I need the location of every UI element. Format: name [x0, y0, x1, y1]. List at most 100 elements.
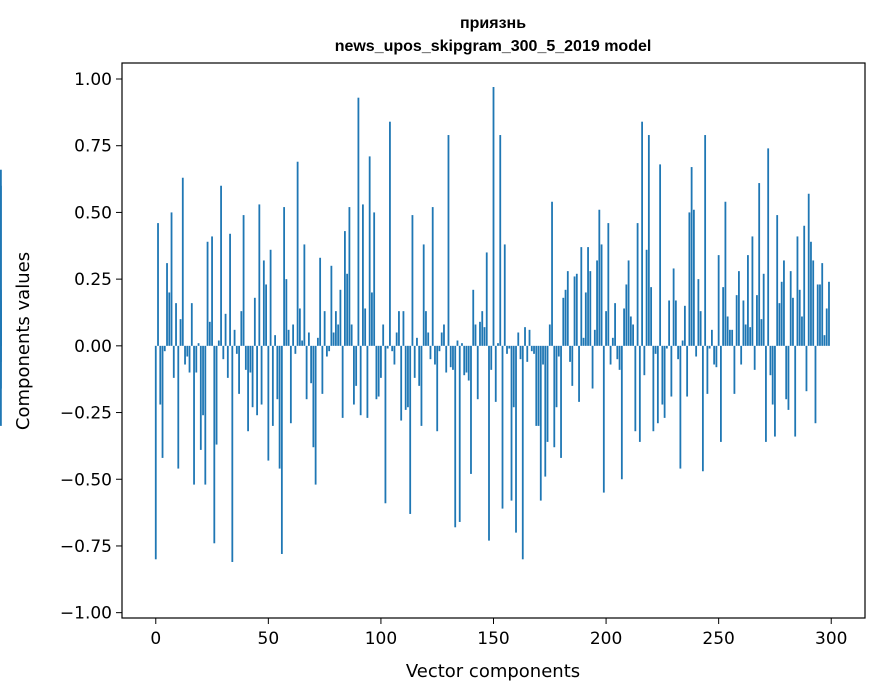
bar [402, 311, 405, 346]
bar [512, 345, 515, 408]
bar [819, 284, 821, 346]
bar [211, 236, 213, 346]
bar [247, 345, 249, 432]
bar [821, 263, 824, 346]
bar [738, 271, 740, 346]
bar [298, 308, 301, 346]
bar [762, 273, 765, 346]
bar [447, 135, 450, 346]
bar [551, 201, 553, 346]
x-tick-label: 0 [150, 629, 161, 649]
bar [382, 324, 385, 346]
y-tick-label: −1.00 [60, 604, 112, 624]
x-tick-label: 150 [477, 629, 509, 649]
bar [731, 329, 734, 346]
bar [344, 231, 346, 346]
bar [373, 212, 376, 346]
bar [350, 324, 353, 346]
bar [501, 345, 504, 509]
bar [652, 345, 655, 432]
bar [366, 345, 369, 418]
bar [499, 135, 502, 346]
bar [348, 207, 351, 346]
bar [634, 345, 637, 432]
bar [767, 148, 770, 346]
bar [235, 345, 238, 354]
bar [519, 345, 522, 360]
bar [503, 244, 506, 346]
bar [713, 345, 716, 365]
bar [663, 345, 666, 418]
bar [553, 345, 556, 448]
bar [195, 345, 198, 373]
bar [260, 345, 263, 405]
bar [224, 313, 227, 346]
bar [251, 345, 254, 408]
bar [742, 300, 745, 346]
bar [706, 345, 709, 394]
bar [789, 271, 792, 346]
bar [193, 345, 195, 485]
bar [296, 161, 299, 346]
y-tick-label: −0.50 [60, 470, 112, 490]
bar [771, 345, 774, 405]
bar [807, 193, 810, 346]
bar [186, 345, 189, 357]
x-tick-label: 100 [365, 629, 397, 649]
bar [262, 260, 265, 346]
bar [339, 289, 342, 346]
bar [704, 135, 707, 346]
bar [735, 295, 738, 346]
bar [431, 207, 434, 346]
bar [476, 345, 479, 400]
bar [253, 297, 256, 346]
x-tick-label: 50 [258, 629, 280, 649]
bar [380, 345, 382, 378]
bar [729, 329, 731, 346]
x-axis-ticks: 0 50 100 150 200 250 300 [150, 618, 847, 649]
bar [177, 345, 180, 469]
bar [289, 345, 292, 424]
bar [605, 311, 607, 346]
x-tick-label: 200 [590, 629, 622, 649]
bar [697, 279, 700, 346]
bar [208, 321, 211, 346]
y-tick-label: −0.75 [60, 537, 112, 557]
bar [616, 345, 619, 360]
bar [760, 319, 763, 346]
bar [204, 345, 207, 485]
y-tick-label: 1.00 [74, 70, 112, 90]
bar [271, 345, 274, 426]
bar [636, 223, 639, 346]
bar [467, 345, 470, 381]
bar [747, 255, 749, 346]
bar [283, 207, 286, 346]
bar [744, 324, 747, 346]
bar [774, 345, 776, 437]
bars-group [0, 87, 830, 562]
bar [571, 345, 574, 386]
bar [816, 284, 819, 346]
bar [166, 263, 168, 346]
bar [823, 335, 826, 346]
bar [814, 345, 817, 424]
bar [609, 345, 612, 365]
bar [206, 241, 209, 346]
bar [690, 167, 693, 346]
bar [575, 273, 578, 346]
bar [720, 345, 722, 442]
bar [184, 345, 186, 365]
bar [591, 345, 594, 389]
bar [346, 273, 349, 346]
bar [181, 177, 184, 346]
bar [787, 345, 790, 410]
bar [240, 311, 243, 346]
bar [785, 345, 788, 400]
bar [488, 345, 490, 541]
bar [197, 343, 200, 346]
bar [274, 335, 276, 346]
bar [409, 345, 412, 514]
bar [582, 337, 585, 346]
bar [614, 303, 616, 346]
bar [593, 329, 596, 346]
